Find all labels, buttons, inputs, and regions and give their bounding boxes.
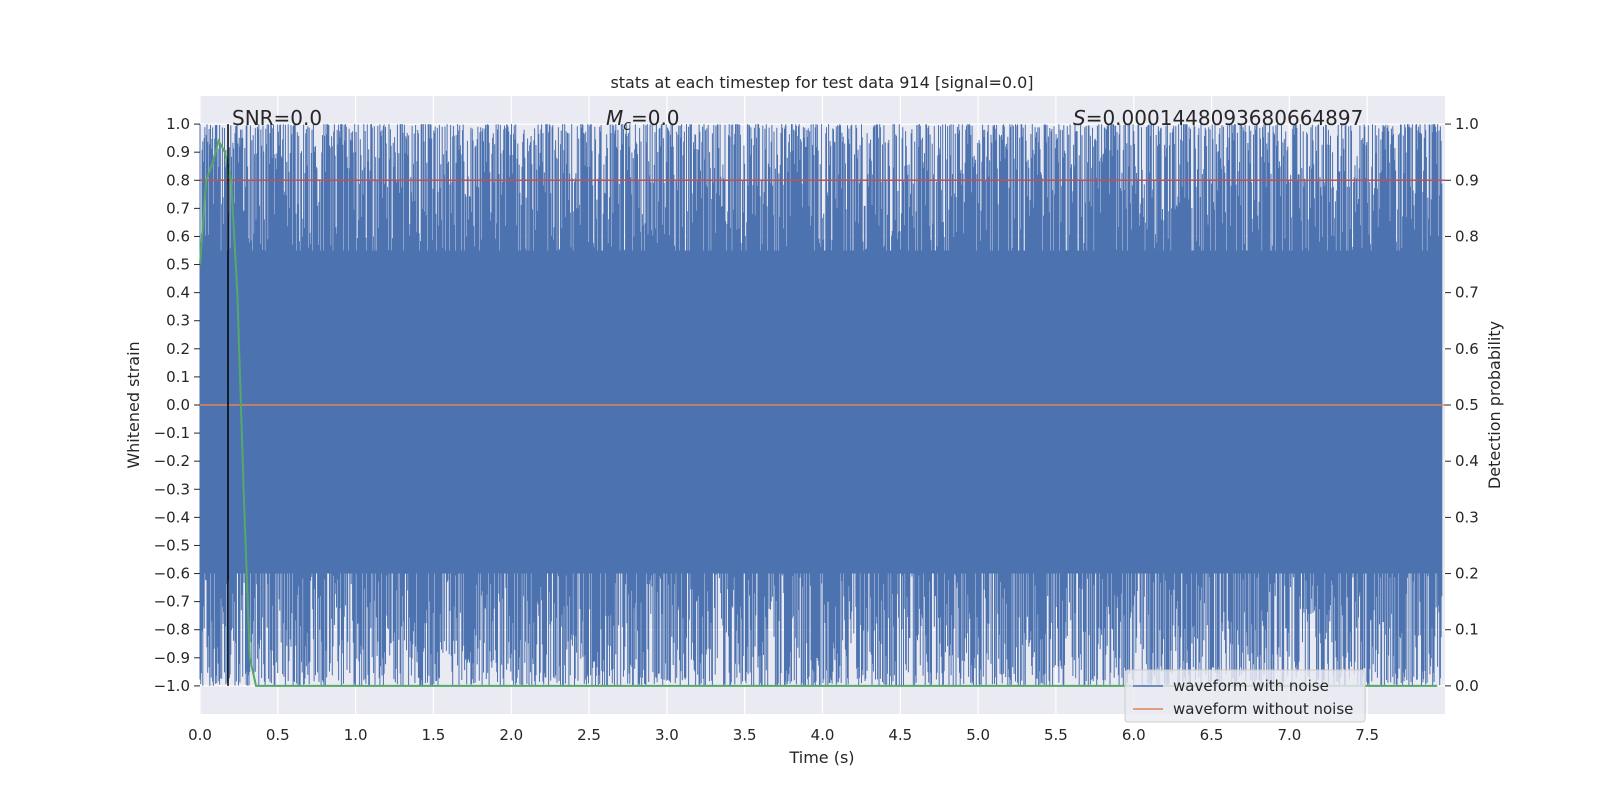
- y-tick-label: −0.3: [154, 480, 190, 498]
- x-tick-label: 4.5: [888, 726, 912, 744]
- chart-title: stats at each timestep for test data 914…: [610, 73, 1033, 92]
- mc-value: =0.0: [631, 106, 680, 130]
- s-annotation: S=0.0001448093680664897: [1073, 106, 1363, 130]
- y-tick-label: 0.9: [166, 143, 190, 161]
- mc-symbol: M: [606, 106, 623, 130]
- y-tick-label: −0.7: [154, 593, 190, 611]
- y-tick-label: 0.8: [166, 171, 190, 189]
- noise-series-layer: [199, 124, 1443, 686]
- x-tick-label: 5.0: [966, 726, 990, 744]
- y-tick-label: 0.1: [166, 368, 190, 386]
- x-tick-label: 1.0: [344, 726, 368, 744]
- x-tick-label: 2.5: [577, 726, 601, 744]
- x-tick-label: 2.0: [499, 726, 523, 744]
- snr-annotation: SNR=0.0: [232, 106, 322, 130]
- x-tick-label: 6.0: [1122, 726, 1146, 744]
- y2-tick-label: 0.8: [1455, 227, 1479, 245]
- y-tick-label: −0.5: [154, 536, 190, 554]
- y-tick-label: −0.9: [154, 649, 190, 667]
- y2-tick-label: 0.0: [1455, 677, 1479, 695]
- legend-label-clean: waveform without noise: [1173, 700, 1353, 718]
- y2-tick-label: 0.3: [1455, 508, 1479, 526]
- y-tick-label: 0.7: [166, 199, 190, 217]
- y-tick-label: −0.4: [154, 508, 190, 526]
- x-tick-label: 0.5: [266, 726, 290, 744]
- x-tick-label: 7.5: [1355, 726, 1379, 744]
- y-tick-label: 0.4: [166, 284, 190, 302]
- legend-box: [1124, 669, 1366, 723]
- x-tick-label: 1.5: [422, 726, 446, 744]
- x-tick-label: 4.0: [811, 726, 835, 744]
- y2-tick-label: 0.2: [1455, 565, 1479, 583]
- y-tick-label: −0.6: [154, 565, 190, 583]
- y2-tick-label: 0.6: [1455, 340, 1479, 358]
- axis-layer: 0.0 0.5 1.0 1.5 2.0 2.5 3.0 3.5 4.0 4.5 5.0 5.5 6.0 6…: [154, 115, 1479, 744]
- y2-tick-label: 0.7: [1455, 284, 1479, 302]
- y2-tick-label: 1.0: [1455, 115, 1479, 133]
- y-tick-label: 0.2: [166, 340, 190, 358]
- chirp-mass-annotation: Mc=0.0: [606, 106, 680, 134]
- y-tick-label: 0.6: [166, 227, 190, 245]
- y-tick-label: 0.3: [166, 312, 190, 330]
- x-tick-label: 3.0: [655, 726, 679, 744]
- x-tick-label: 5.5: [1044, 726, 1068, 744]
- detection-probability-line: [199, 138, 1438, 687]
- legend-label-noise: waveform with noise: [1173, 677, 1329, 695]
- x-tick-label: 0.0: [188, 726, 212, 744]
- y2-tick-label: 0.9: [1455, 171, 1479, 189]
- mc-subscript: c: [623, 118, 631, 134]
- y-tick-label: 1.0: [166, 115, 190, 133]
- s-symbol: S: [1073, 106, 1086, 130]
- legend: waveform with noise waveform without noi…: [1124, 669, 1366, 723]
- s-value: =0.0001448093680664897: [1086, 106, 1364, 130]
- y-tick-label: −0.8: [154, 621, 190, 639]
- y-tick-label: 0.0: [166, 396, 190, 414]
- y-tick-label: −1.0: [154, 677, 190, 695]
- x-tick-label: 7.0: [1277, 726, 1301, 744]
- y-tick-label: −0.1: [154, 424, 190, 442]
- x-tick-label: 3.5: [733, 726, 757, 744]
- y2-tick-label: 0.1: [1455, 621, 1479, 639]
- y2-tick-label: 0.5: [1455, 396, 1479, 414]
- y2-axis-label: Detection probability: [1485, 321, 1504, 489]
- x-tick-label: 6.5: [1200, 726, 1224, 744]
- x-axis-label: Time (s): [788, 748, 854, 767]
- y-tick-label: −0.2: [154, 452, 190, 470]
- noise-waveform-core: [200, 250, 1442, 574]
- y2-tick-label: 0.4: [1455, 452, 1479, 470]
- y-axis-label: Whitened strain: [124, 341, 143, 468]
- line-series-layer: [199, 124, 1445, 687]
- y-tick-label: 0.5: [166, 256, 190, 274]
